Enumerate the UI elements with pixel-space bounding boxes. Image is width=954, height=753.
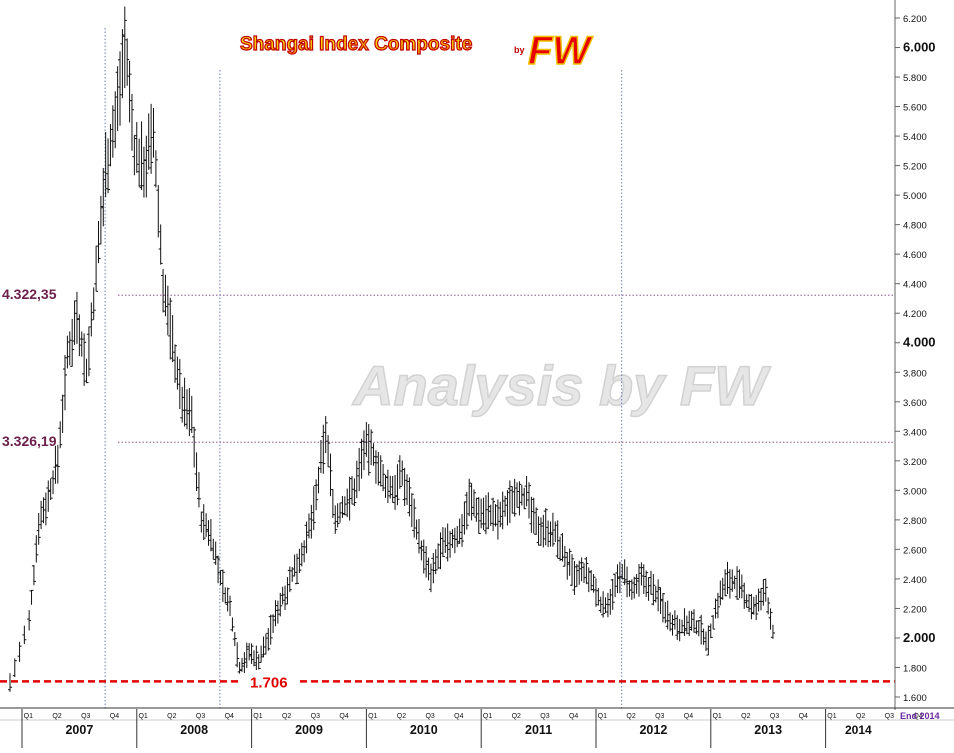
watermark-text: Analysis by FW: [351, 354, 771, 417]
x-quarter-label: Q1: [253, 713, 262, 720]
y-tick-label: 5.800: [903, 73, 927, 84]
y-tick-label: 4.200: [903, 309, 927, 320]
x-quarter-label: Q3: [540, 713, 549, 720]
x-year-label: 2011: [525, 723, 552, 737]
end-label: End 2014: [900, 711, 940, 721]
fw-logo: FW: [528, 29, 593, 73]
x-quarter-label: Q4: [110, 713, 119, 720]
y-tick-label: 4.400: [903, 280, 927, 291]
x-quarter-label: Q4: [225, 713, 234, 720]
x-quarter-label: Q2: [856, 713, 865, 720]
x-year-label: 2014: [845, 723, 872, 737]
y-tick-label: 2.400: [903, 575, 927, 586]
x-quarter-label: Q3: [311, 713, 320, 720]
x-quarter-label: Q4: [339, 713, 348, 720]
x-quarter-label: Q3: [425, 713, 434, 720]
y-tick-label: 6.000: [903, 40, 936, 55]
x-quarter-label: Q2: [397, 713, 406, 720]
y-tick-label: 5.400: [903, 132, 927, 143]
y-tick-label: 3.800: [903, 368, 927, 379]
chart-title: Shangai Index Composite: [240, 34, 472, 55]
x-quarter-label: Q4: [569, 713, 578, 720]
y-tick-label: 1.600: [903, 693, 927, 704]
x-quarter-label: Q1: [24, 713, 33, 720]
x-quarter-label: Q2: [512, 713, 521, 720]
y-tick-label: 3.200: [903, 457, 927, 468]
x-year-label: 2008: [180, 723, 208, 737]
y-tick-label: 3.000: [903, 486, 927, 497]
y-tick-label: 2.600: [903, 545, 927, 556]
x-quarter-label: Q3: [885, 713, 894, 720]
x-year-label: 2010: [410, 723, 438, 737]
x-quarter-label: Q3: [196, 713, 205, 720]
y-tick-label: 2.200: [903, 604, 927, 615]
x-quarter-label: Q4: [913, 713, 922, 720]
x-year-label: 2013: [754, 723, 782, 737]
y-tick-label: 4.600: [903, 250, 927, 261]
x-year-label: 2009: [295, 723, 323, 737]
x-quarter-label: Q2: [626, 713, 635, 720]
x-year-label: 2012: [639, 723, 667, 737]
y-tick-label: 4.000: [903, 335, 936, 350]
y-tick-label: 1.800: [903, 663, 927, 674]
x-quarter-label: Q1: [598, 713, 607, 720]
x-year-label: 2007: [65, 723, 93, 737]
x-quarter-label: Q4: [799, 713, 808, 720]
x-quarter-label: Q3: [655, 713, 664, 720]
x-quarter-label: Q3: [770, 713, 779, 720]
x-quarter-label: Q1: [827, 713, 836, 720]
x-quarter-label: Q2: [167, 713, 176, 720]
chart-title-by: by: [514, 45, 525, 55]
y-tick-label: 6.200: [903, 14, 927, 25]
y-tick-label: 2.800: [903, 516, 927, 527]
y-tick-label: 5.200: [903, 162, 927, 173]
x-quarter-label: Q1: [712, 713, 721, 720]
level-label: 4.322,35: [2, 286, 57, 302]
x-quarter-label: Q4: [454, 713, 463, 720]
x-quarter-label: Q3: [81, 713, 90, 720]
x-quarter-label: Q1: [483, 713, 492, 720]
y-tick-label: 3.400: [903, 427, 927, 438]
x-quarter-label: Q1: [138, 713, 147, 720]
y-tick-label: 3.600: [903, 398, 927, 409]
x-quarter-label: Q1: [368, 713, 377, 720]
y-tick-label: 5.600: [903, 103, 927, 114]
y-tick-label: 2.000: [903, 630, 936, 645]
x-quarter-label: Q2: [282, 713, 291, 720]
y-tick-label: 5.000: [903, 191, 927, 202]
x-quarter-label: Q4: [684, 713, 693, 720]
level-label: 1.706: [250, 674, 288, 691]
y-tick-label: 4.800: [903, 221, 927, 232]
level-label: 3.326,19: [2, 433, 57, 449]
x-quarter-label: Q2: [52, 713, 61, 720]
x-quarter-label: Q2: [741, 713, 750, 720]
